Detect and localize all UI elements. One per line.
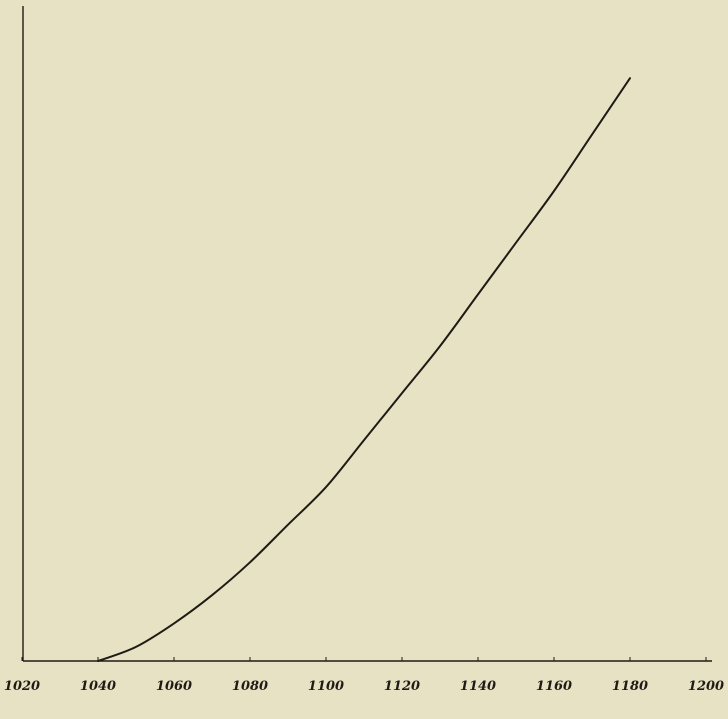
x-tick-label: 1160 (536, 679, 572, 694)
series-line-0 (97, 77, 631, 662)
x-tick-label: 1120 (384, 679, 420, 694)
x-tick-label: 1200 (688, 679, 724, 694)
series-group (97, 77, 631, 662)
x-axis-ticks: 1020 1040 1060 1080 1100 1120 1140 1160 1180 1200 (4, 657, 724, 694)
x-tick-label: 1180 (612, 679, 648, 694)
x-tick-label: 1140 (460, 679, 496, 694)
x-tick-label: 1060 (156, 679, 192, 694)
x-tick-label: 1100 (308, 679, 344, 694)
axes (22, 6, 712, 662)
x-tick-label: 1080 (232, 679, 268, 694)
x-tick-label: 1020 (4, 679, 40, 694)
x-tick-label: 1040 (80, 679, 116, 694)
